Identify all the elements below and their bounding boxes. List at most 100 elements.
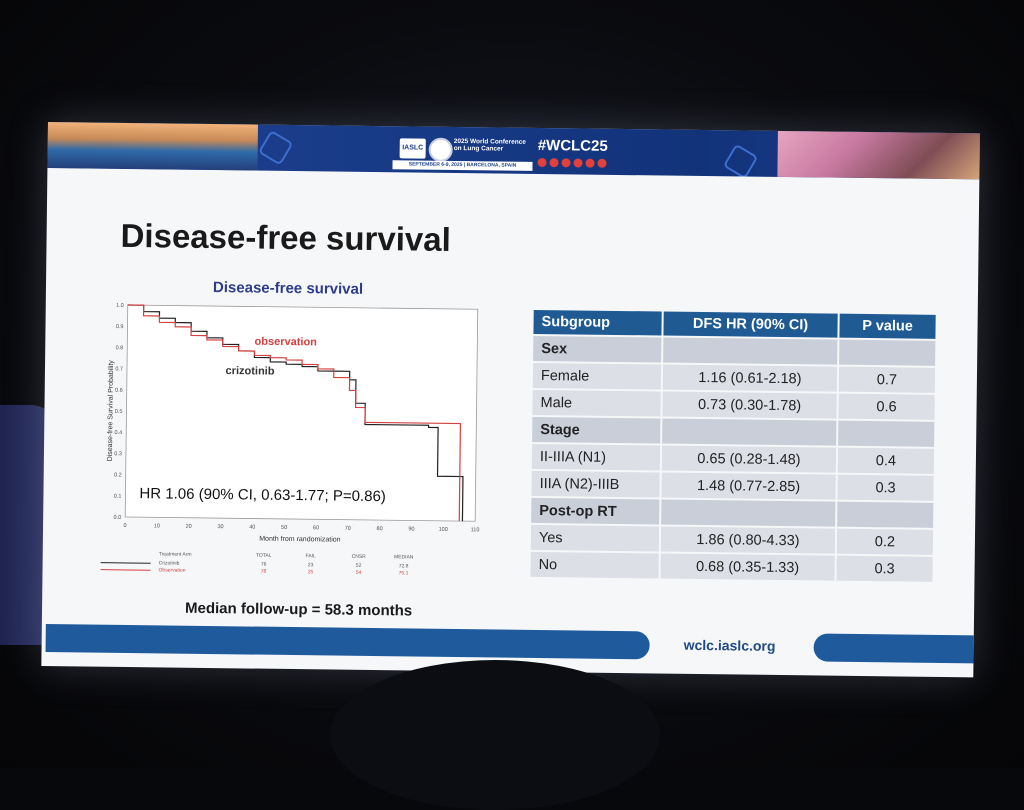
y-tick-label: 0.7	[115, 366, 123, 372]
series-line-observation	[127, 304, 462, 522]
risk-table-cell: 23	[308, 562, 314, 568]
facebook-icon	[537, 157, 547, 168]
p-value-cell: 0.2	[836, 528, 934, 555]
x-tick-label: 40	[249, 524, 255, 530]
p-value-cell: 0.6	[838, 393, 935, 420]
footer-bar-left	[45, 624, 650, 660]
km-survival-chart: 0.0 0.1 0.2 0.3 0.4 0.5 0.6 0.7 0.8 0.9 1.0 0 10 20 30…	[100, 303, 479, 576]
p-value-cell: 0.4	[837, 447, 935, 474]
x-tick-label: 20	[186, 524, 192, 530]
risk-table-header: Treatment Arm	[159, 551, 192, 557]
instagram-icon	[573, 158, 583, 168]
hr-cell: 0.65 (0.28-1.48)	[661, 445, 837, 473]
legend-swatch-observation	[100, 569, 151, 571]
series-label-crizotinib: crizotinib	[226, 365, 275, 378]
y-tick-label: 0.6	[115, 388, 123, 394]
hr-cell: 1.16 (0.61-2.18)	[662, 364, 838, 392]
x-tick-label: 0	[124, 523, 127, 529]
conference-name: 2025 World Conference on Lung Cancer	[453, 137, 526, 153]
table-row: Yes 1.86 (0.80-4.33) 0.2	[530, 524, 934, 555]
subgroup-table: Subgroup DFS HR (90% CI) P value Sex Fema…	[528, 308, 937, 584]
table-row: Male 0.73 (0.30-1.78) 0.6	[532, 389, 935, 420]
table-group-row: Post-op RT	[531, 497, 934, 528]
risk-table-cell: 25	[308, 569, 314, 575]
risk-table-header: CNSR	[352, 554, 367, 560]
subgroup-cell: Stage	[532, 416, 661, 444]
p-value-cell	[839, 339, 936, 366]
p-value-cell	[838, 420, 935, 447]
x-tick-label: 80	[376, 526, 382, 532]
median-followup: Median follow-up = 58.3 months	[184, 599, 413, 620]
series-line-crizotinib	[127, 304, 464, 522]
y-tick-label: 0.5	[115, 409, 123, 415]
linkedin-icon	[549, 158, 559, 168]
hr-cell: 1.86 (0.80-4.33)	[660, 526, 836, 554]
risk-table-cell: 76	[261, 562, 267, 568]
x-tick-label: 90	[408, 526, 414, 532]
y-tick-label: 0.3	[114, 451, 122, 457]
hexagon-decor	[257, 129, 294, 166]
header-subgroup: Subgroup	[533, 309, 662, 336]
y-tick-label: 0.9	[116, 324, 124, 330]
hr-cell	[662, 418, 837, 446]
subgroup-cell: Post-op RT	[531, 497, 660, 525]
risk-table-cell: 52	[356, 563, 362, 569]
risk-table-cell: 54	[356, 570, 362, 576]
risk-table-header: FAIL	[306, 553, 317, 559]
hr-cell: 0.68 (0.35-1.33)	[660, 553, 835, 581]
x-tick-label: 60	[313, 525, 319, 531]
legend-swatch-crizotinib	[100, 562, 151, 564]
table-row: Female 1.16 (0.61-2.18) 0.7	[532, 362, 936, 393]
table-row: IIIA (N2)-IIIB 1.48 (0.77-2.85) 0.3	[531, 470, 934, 501]
risk-table-cell: 78	[261, 569, 267, 575]
risk-table-header: TOTAL	[256, 553, 272, 559]
hr-cell	[663, 337, 838, 365]
header-dfs-hr: DFS HR (90% CI)	[663, 311, 838, 338]
x-tick-label: 50	[281, 525, 287, 531]
hexagon-decor	[722, 143, 759, 180]
iaslc-logo: IASLC	[399, 138, 426, 159]
subgroup-cell: Male	[532, 389, 661, 417]
risk-table-cell: Observation	[158, 567, 185, 573]
plot-area	[124, 304, 479, 522]
footer-bar-right	[813, 633, 974, 664]
x-icon	[561, 158, 571, 168]
table-group-row: Sex	[533, 335, 936, 366]
table-row: II-IIIA (N1) 0.65 (0.28-1.48) 0.4	[531, 443, 935, 474]
x-tick-label: 70	[345, 526, 351, 532]
p-value-cell: 0.3	[836, 555, 933, 582]
hr-cell	[661, 499, 836, 527]
wclc-seal-icon	[428, 137, 453, 162]
subgroup-cell: No	[530, 551, 659, 579]
barcelona-photo-left	[47, 122, 258, 171]
y-tick-label: 0.4	[115, 430, 123, 436]
y-tick-label: 0.0	[113, 515, 121, 521]
subgroup-cell: Yes	[530, 524, 660, 552]
table-group-row: Stage	[532, 416, 935, 447]
x-tick-label: 10	[154, 523, 160, 529]
barcelona-photo-right	[777, 130, 980, 180]
conference-dates: SEPTEMBER 6-9, 2025 | BARCELONA, SPAIN	[392, 160, 533, 171]
p-value-cell	[837, 501, 934, 528]
audience-head-silhouette	[330, 660, 660, 810]
slide-title: Disease-free survival	[120, 216, 452, 258]
risk-table-cell: 72.8	[399, 563, 409, 569]
x-tick-label: 30	[217, 524, 223, 530]
subgroup-cell: Female	[532, 362, 662, 390]
subgroup-cell: II-IIIA (N1)	[531, 443, 661, 471]
y-tick-label: 1.0	[116, 303, 124, 309]
subgroup-cell: IIIA (N2)-IIIB	[531, 470, 660, 498]
wechat-icon	[597, 158, 607, 168]
p-value-cell: 0.7	[838, 366, 936, 393]
youtube-icon	[585, 158, 595, 168]
y-tick-label: 0.2	[114, 472, 122, 478]
p-value-cell: 0.3	[837, 474, 934, 501]
conference-hashtag: #WCLC25	[537, 136, 608, 155]
y-axis-label: Disease-free Survival Probability	[107, 360, 115, 462]
y-tick-label: 0.8	[116, 345, 124, 351]
hr-cell: 1.48 (0.77-2.85)	[661, 472, 836, 500]
footer-url: wclc.iaslc.org	[683, 636, 776, 654]
x-tick-label: 100	[439, 527, 448, 533]
table-row: No 0.68 (0.35-1.33) 0.3	[530, 551, 933, 582]
x-axis-label: Month from randomization	[259, 536, 340, 544]
